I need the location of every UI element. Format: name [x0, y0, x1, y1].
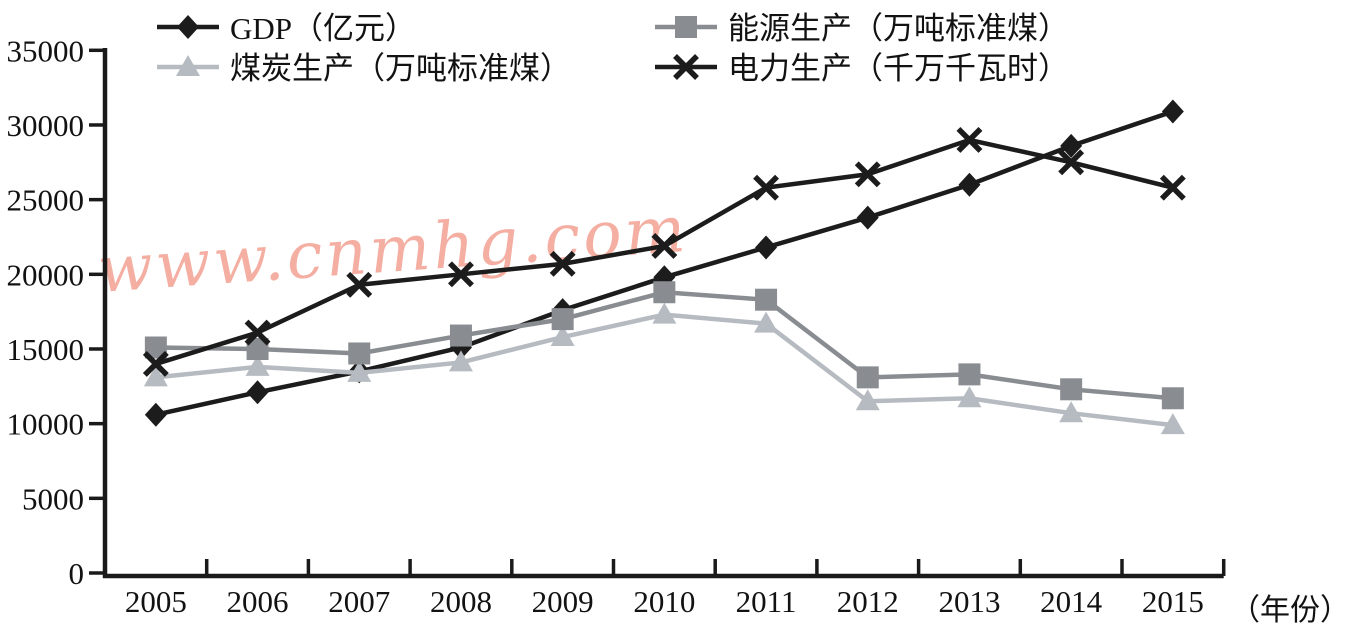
series-gdp-point	[958, 172, 981, 197]
x-axis-tick-label: 2008	[430, 584, 492, 619]
series-electricity-point	[448, 261, 474, 288]
series-coal	[143, 302, 1185, 435]
legend-label-gdp: GDP（亿元）	[230, 11, 416, 46]
series-coal-point	[550, 325, 575, 347]
legend-item-electricity: 电力生产（千万千瓦时）	[655, 51, 1069, 86]
series-electricity-point	[1058, 149, 1085, 176]
series-coal-point	[347, 360, 372, 382]
series-electricity-point	[753, 174, 779, 201]
series-electricity-point	[1159, 174, 1186, 201]
x-axis-unit-label: （年份）	[1230, 594, 1350, 625]
x-axis-tick-label: 2007	[328, 584, 390, 619]
y-axis-tick-label: 30000	[7, 108, 85, 143]
series-coal-point	[652, 302, 677, 324]
y-axis-tick-label: 0	[69, 556, 85, 591]
series-gdp-point	[856, 205, 879, 230]
x-axis-tick-label: 2009	[532, 584, 594, 619]
series-energy-point	[449, 324, 472, 347]
x-axis-tick-label: 2010	[633, 584, 695, 619]
series-electricity-point	[854, 161, 881, 188]
series-energy-point	[144, 336, 167, 359]
x-axis-tick-label: 2012	[837, 584, 899, 619]
series-electricity-point	[244, 319, 271, 346]
series-energy-point	[958, 363, 981, 386]
legend-item-energy: 能源生产（万吨标准煤）	[655, 11, 1069, 46]
series-gdp	[144, 99, 1184, 427]
legend-marker-electricity	[673, 54, 699, 80]
series-gdp-point	[755, 235, 778, 260]
series-electricity-line	[155, 137, 1174, 367]
series-energy-point	[856, 366, 879, 389]
series-coal-point	[1160, 413, 1185, 435]
series-coal-point	[1059, 401, 1084, 423]
series-gdp-point	[1161, 99, 1184, 124]
series-energy-point	[551, 308, 574, 331]
series-electricity-point	[142, 350, 169, 377]
x-axis-tick-label: 2015	[1142, 584, 1204, 619]
series-energy-point	[246, 337, 269, 360]
series-coal-point	[754, 311, 779, 333]
legend: GDP（亿元） 能源生产（万吨标准煤） 煤炭生产（万吨标准煤） 电力生产（千万千瓦时）	[157, 11, 1069, 86]
series-electricity-point	[346, 271, 373, 298]
x-axis-tick-label: 2011	[736, 584, 797, 619]
y-axis-tick-label: 20000	[7, 257, 85, 292]
legend-item-coal: 煤炭生产（万吨标准煤）	[157, 51, 571, 86]
series-energy	[144, 281, 1184, 410]
legend-marker-gdp	[177, 15, 199, 39]
legend-marker-energy	[675, 16, 697, 38]
series-coal-point	[855, 389, 880, 411]
series-energy-point	[1161, 387, 1184, 410]
series-coal-point	[448, 350, 473, 372]
series-coal-point	[143, 365, 168, 387]
legend-label-energy: 能源生产（万吨标准煤）	[728, 11, 1069, 46]
legend-marker-coal	[176, 55, 200, 76]
x-axis-tick-label: 2005	[125, 584, 187, 619]
series-electricity-point	[956, 126, 983, 153]
series-coal-point	[957, 386, 982, 408]
series-energy-point	[348, 342, 371, 365]
series-electricity-point	[651, 233, 678, 259]
x-axis-tick-label: 2014	[1040, 584, 1103, 619]
y-axis-tick-label: 5000	[22, 481, 84, 516]
y-axis-tick-label: 15000	[7, 332, 85, 367]
series-electricity-point	[549, 250, 576, 277]
y-axis-tick-label: 35000	[7, 33, 85, 68]
series-coal-line	[155, 312, 1174, 428]
series-gdp-point	[1060, 133, 1083, 158]
series-gdp-point	[144, 402, 167, 427]
y-axis-tick-label: 10000	[7, 407, 85, 442]
series-coal-point	[245, 354, 270, 376]
axes: 0 5000 10000 15000 20000 25000 30000 35000 2005 2…	[7, 33, 1226, 619]
x-axis-tick-label: 2006	[227, 584, 289, 619]
legend-item-gdp: GDP（亿元）	[157, 11, 416, 46]
legend-label-coal: 煤炭生产（万吨标准煤）	[230, 51, 571, 86]
legend-label-electricity: 电力生产（千万千瓦时）	[728, 51, 1069, 86]
series-gdp-point	[246, 380, 269, 405]
x-axis-tick-label: 2013	[938, 584, 1000, 619]
series-energy-point	[653, 281, 676, 304]
series-energy-point	[1060, 378, 1083, 401]
series-energy-point	[755, 288, 778, 311]
series-electricity	[142, 126, 1186, 377]
y-axis-tick-label: 25000	[7, 183, 85, 218]
